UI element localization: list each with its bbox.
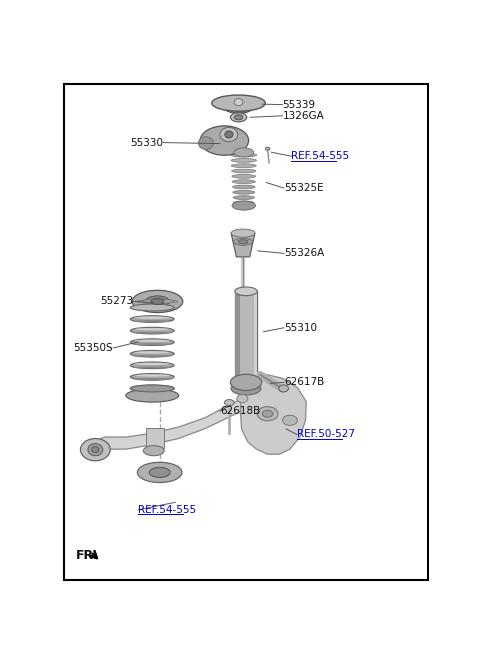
Bar — [145, 428, 164, 448]
Ellipse shape — [225, 399, 234, 405]
Ellipse shape — [231, 158, 256, 162]
Ellipse shape — [233, 238, 252, 245]
Ellipse shape — [233, 201, 254, 205]
Text: 62617B: 62617B — [284, 377, 324, 388]
Ellipse shape — [135, 374, 170, 376]
Ellipse shape — [132, 290, 183, 313]
Ellipse shape — [126, 389, 179, 402]
Text: REF.50-527: REF.50-527 — [297, 430, 355, 440]
Ellipse shape — [263, 410, 273, 417]
Ellipse shape — [135, 328, 170, 330]
Ellipse shape — [233, 191, 255, 194]
Ellipse shape — [135, 340, 170, 342]
Ellipse shape — [231, 153, 257, 157]
Ellipse shape — [135, 351, 170, 353]
Ellipse shape — [81, 438, 110, 461]
Ellipse shape — [135, 317, 170, 319]
Ellipse shape — [149, 467, 170, 478]
Ellipse shape — [130, 304, 174, 311]
Ellipse shape — [235, 287, 257, 296]
Ellipse shape — [234, 99, 243, 106]
Ellipse shape — [225, 131, 233, 138]
Ellipse shape — [130, 362, 174, 369]
Bar — [235, 291, 240, 382]
Ellipse shape — [234, 148, 253, 157]
Text: REF.54-555: REF.54-555 — [291, 151, 349, 161]
Ellipse shape — [132, 355, 172, 357]
Ellipse shape — [237, 394, 248, 403]
Text: 55339: 55339 — [282, 100, 315, 110]
Ellipse shape — [132, 390, 172, 392]
Ellipse shape — [232, 169, 256, 173]
Ellipse shape — [231, 164, 256, 168]
Ellipse shape — [232, 180, 255, 183]
Ellipse shape — [130, 339, 174, 346]
Ellipse shape — [132, 343, 172, 346]
Ellipse shape — [135, 386, 170, 388]
Text: 55273: 55273 — [100, 296, 133, 306]
Ellipse shape — [88, 443, 103, 456]
Ellipse shape — [130, 327, 174, 334]
Ellipse shape — [132, 320, 172, 322]
Ellipse shape — [279, 385, 288, 392]
Ellipse shape — [130, 350, 174, 357]
Ellipse shape — [230, 374, 262, 390]
Ellipse shape — [137, 300, 178, 304]
Bar — [235, 291, 257, 382]
Ellipse shape — [132, 378, 172, 380]
Ellipse shape — [257, 407, 278, 421]
Text: 55326A: 55326A — [284, 248, 324, 258]
Ellipse shape — [282, 415, 297, 425]
Text: 55325E: 55325E — [284, 183, 324, 193]
Ellipse shape — [144, 445, 164, 456]
Ellipse shape — [238, 240, 248, 244]
Ellipse shape — [135, 363, 170, 365]
Polygon shape — [88, 399, 243, 456]
Bar — [254, 291, 257, 382]
Text: 55350S: 55350S — [73, 343, 113, 353]
Ellipse shape — [141, 300, 174, 304]
Ellipse shape — [200, 126, 249, 155]
Ellipse shape — [137, 463, 182, 482]
Text: REF.54-555: REF.54-555 — [138, 505, 196, 515]
Ellipse shape — [231, 229, 255, 237]
Ellipse shape — [232, 185, 255, 189]
Ellipse shape — [132, 332, 172, 334]
Ellipse shape — [212, 95, 265, 111]
Ellipse shape — [231, 382, 261, 395]
Ellipse shape — [265, 147, 270, 150]
Ellipse shape — [151, 298, 164, 304]
Polygon shape — [231, 233, 255, 257]
Ellipse shape — [220, 127, 238, 141]
Ellipse shape — [130, 316, 174, 323]
Ellipse shape — [130, 385, 174, 392]
Ellipse shape — [224, 101, 253, 113]
Ellipse shape — [233, 196, 254, 200]
Polygon shape — [240, 374, 306, 454]
Ellipse shape — [232, 175, 256, 178]
Text: 62618B: 62618B — [220, 406, 260, 417]
Ellipse shape — [145, 296, 169, 307]
Ellipse shape — [234, 115, 243, 120]
Ellipse shape — [130, 385, 174, 392]
Ellipse shape — [230, 113, 247, 122]
Text: 55310: 55310 — [284, 323, 317, 332]
Ellipse shape — [198, 137, 213, 149]
Text: 55330: 55330 — [131, 137, 163, 148]
Ellipse shape — [132, 367, 172, 369]
Text: 1326GA: 1326GA — [282, 111, 324, 121]
Ellipse shape — [232, 201, 255, 210]
Text: FR.: FR. — [76, 549, 99, 562]
Ellipse shape — [92, 447, 99, 453]
Ellipse shape — [130, 374, 174, 380]
